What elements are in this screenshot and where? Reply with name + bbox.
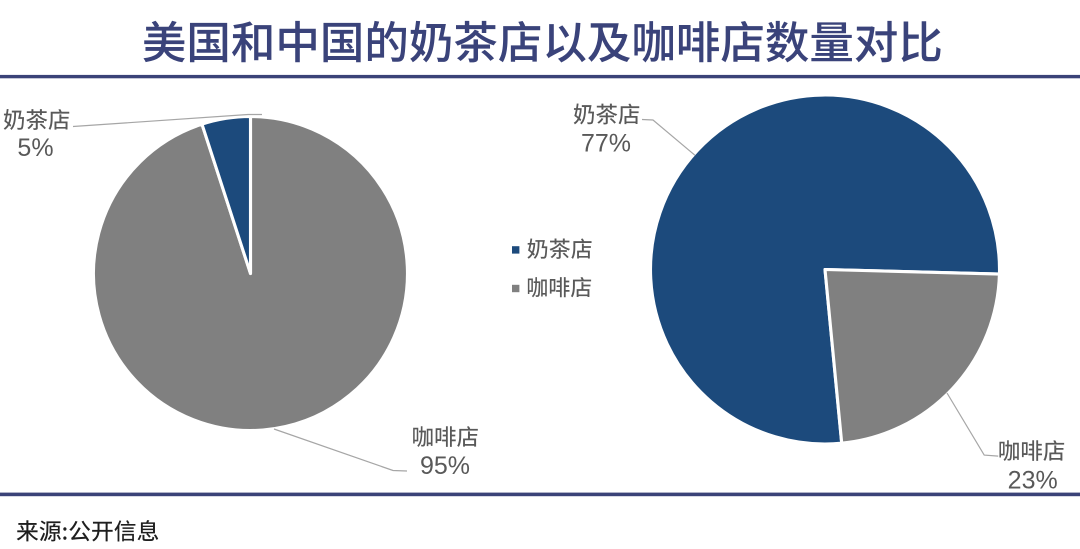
svg-text:95%: 95%: [420, 452, 470, 480]
svg-text:77%: 77%: [581, 129, 631, 157]
svg-text:5%: 5%: [17, 134, 53, 162]
svg-text:23%: 23%: [1008, 467, 1058, 495]
